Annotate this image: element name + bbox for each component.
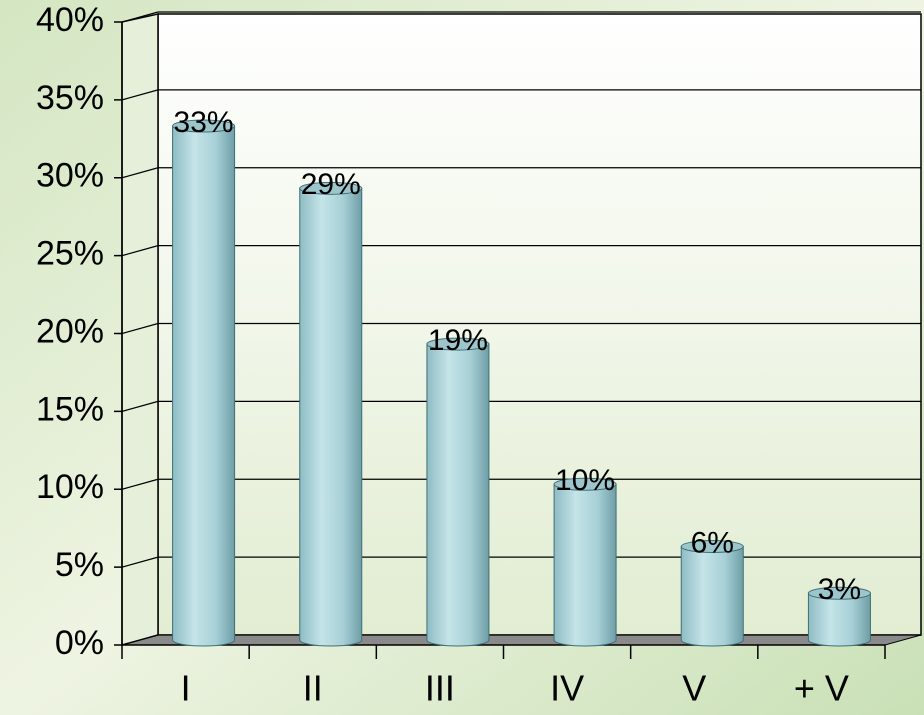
bar — [172, 119, 236, 647]
y-tick-label: 30% — [36, 157, 104, 195]
bar — [680, 540, 744, 647]
bar-body — [807, 592, 871, 647]
value-label: 29% — [301, 168, 361, 201]
grid-line-side — [121, 322, 159, 335]
bar — [553, 477, 617, 647]
value-label: 3% — [818, 573, 861, 606]
grid-line-side — [121, 89, 159, 101]
bar-body — [299, 187, 363, 647]
y-tick-label: 20% — [36, 312, 104, 350]
y-tick-label: 0% — [55, 624, 104, 662]
bar-body — [172, 125, 236, 647]
bar-top — [680, 540, 744, 554]
floor — [121, 634, 922, 646]
y-tick-label: 35% — [36, 79, 104, 117]
x-tick-label: II — [303, 668, 323, 709]
bar-top — [807, 586, 871, 600]
x-tick-label: IV — [550, 668, 584, 709]
y-tick-label: 15% — [36, 390, 104, 428]
value-label: 6% — [691, 526, 734, 559]
y-tick-label: 25% — [36, 235, 104, 273]
grid-line-side — [121, 478, 159, 490]
x-tick-label: + V — [794, 668, 849, 709]
grid-line-side — [121, 11, 159, 23]
grid-line-side — [121, 634, 159, 646]
value-label: 10% — [555, 464, 615, 497]
bar — [299, 181, 363, 647]
grid-line-side — [121, 167, 159, 179]
bar — [807, 586, 871, 647]
bar-top — [172, 119, 236, 133]
value-label: 19% — [428, 324, 488, 357]
y-tick-label: 40% — [36, 1, 104, 39]
bar-body — [426, 343, 490, 647]
grid-line-side — [121, 400, 159, 412]
x-tick-label: III — [425, 668, 455, 709]
y-tick-label: 10% — [36, 468, 104, 506]
x-tick-label: I — [181, 668, 191, 709]
y-tick-label: 5% — [55, 546, 104, 584]
bar-top — [553, 477, 617, 491]
bar-body — [553, 483, 617, 647]
bar — [426, 337, 490, 647]
bar-top — [299, 181, 363, 195]
side-wall — [121, 13, 159, 646]
grid-line-side — [121, 245, 159, 257]
bar-top — [426, 337, 490, 351]
x-tick-label: V — [682, 668, 706, 709]
back-wall — [157, 13, 922, 636]
grid-line-side — [121, 556, 159, 568]
value-label: 33% — [174, 106, 234, 139]
bar-body — [680, 546, 744, 647]
